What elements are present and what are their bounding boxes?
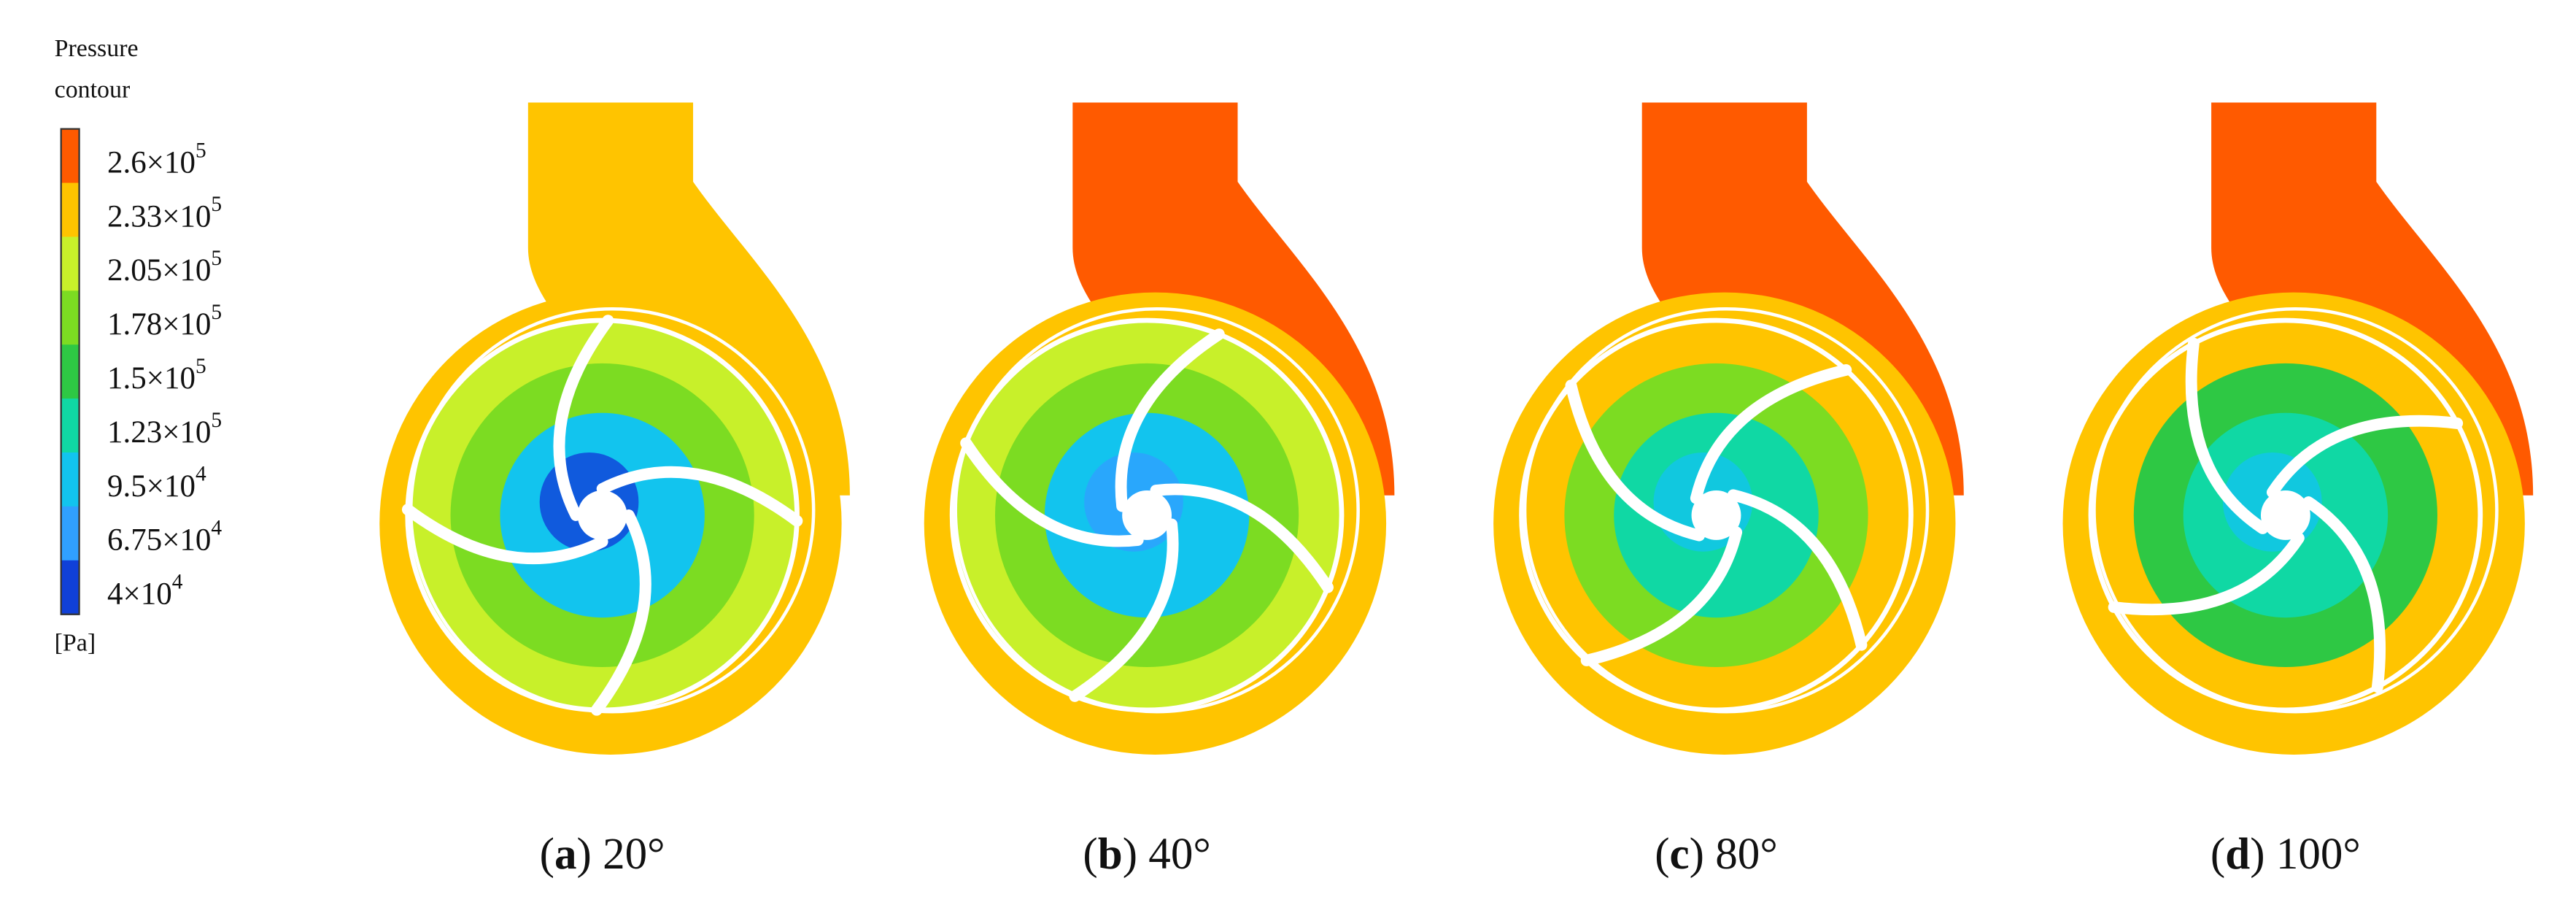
blade	[2266, 415, 2464, 498]
blade	[1115, 328, 1225, 512]
hub	[577, 490, 627, 540]
blade	[1150, 483, 1334, 593]
caption-part: ) 40°	[1123, 830, 1211, 879]
blade	[1690, 363, 1852, 504]
color-swatch	[61, 398, 80, 454]
color-swatch	[61, 344, 80, 400]
legend-label: 2.33×105	[107, 193, 222, 234]
panel-caption: (d) 100°	[2211, 830, 2361, 879]
caption-part: (	[1655, 830, 1669, 879]
color-swatch	[61, 236, 80, 292]
legend: Pressure contour 2.6×105 2.33×105 2.05×105 1.…	[55, 35, 223, 656]
legend-unit: [Pa]	[55, 629, 96, 656]
legend-label: 4×104	[107, 570, 183, 611]
hub	[1691, 490, 1741, 540]
legend-label: 6.75×104	[107, 516, 222, 557]
color-swatch	[61, 560, 80, 615]
color-swatch	[61, 182, 80, 238]
caption-part: ) 80°	[1690, 830, 1778, 879]
panel-caption: (c) 80°	[1655, 830, 1778, 879]
caption-part: (	[540, 830, 554, 879]
impeller-rim	[1523, 307, 1930, 714]
color-swatch	[61, 506, 80, 561]
caption-part: ) 100°	[2250, 830, 2361, 879]
impeller-rim	[2092, 307, 2499, 714]
blade	[553, 315, 614, 521]
legend-label: 2.6×105	[107, 139, 206, 180]
blade	[590, 509, 651, 716]
hub	[1122, 490, 1172, 540]
blade	[2108, 532, 2305, 616]
caption-part: b	[1098, 830, 1123, 879]
blade	[1580, 526, 1743, 666]
colorbar-frame	[60, 128, 80, 615]
legend-label: 9.5×104	[107, 462, 206, 503]
panel-caption: (b) 40°	[1083, 830, 1210, 879]
color-swatch	[61, 128, 80, 184]
blade	[1069, 518, 1179, 702]
caption-part: (	[1083, 830, 1097, 879]
blade	[960, 437, 1144, 547]
pump-contour	[2062, 102, 2534, 755]
caption-part: d	[2225, 830, 2250, 879]
color-swatch	[61, 290, 80, 346]
caption-part: (	[2211, 830, 2225, 879]
caption-part: c	[1670, 830, 1690, 879]
blade	[2185, 337, 2269, 534]
panel-caption: (a) 20°	[540, 830, 665, 879]
blade	[1565, 380, 1706, 542]
legend-label: 1.5×105	[107, 355, 206, 396]
legend-title: contour	[55, 77, 131, 104]
blade	[401, 504, 608, 564]
legend-label: 1.78×105	[107, 301, 222, 342]
blade	[596, 466, 803, 527]
color-swatch	[61, 452, 80, 508]
blade	[2302, 496, 2386, 693]
hub	[2260, 490, 2310, 540]
caption-part: ) 20°	[577, 830, 665, 879]
pump-contour	[924, 102, 1395, 755]
legend-label: 2.05×105	[107, 247, 222, 288]
blade	[1727, 489, 1868, 651]
impeller-rim	[954, 307, 1360, 714]
legend-label: 1.23×105	[107, 409, 222, 450]
caption-part: a	[554, 830, 577, 879]
pump-contour	[1493, 102, 1964, 755]
legend-title: Pressure	[55, 35, 139, 62]
pump-contour	[379, 102, 850, 755]
